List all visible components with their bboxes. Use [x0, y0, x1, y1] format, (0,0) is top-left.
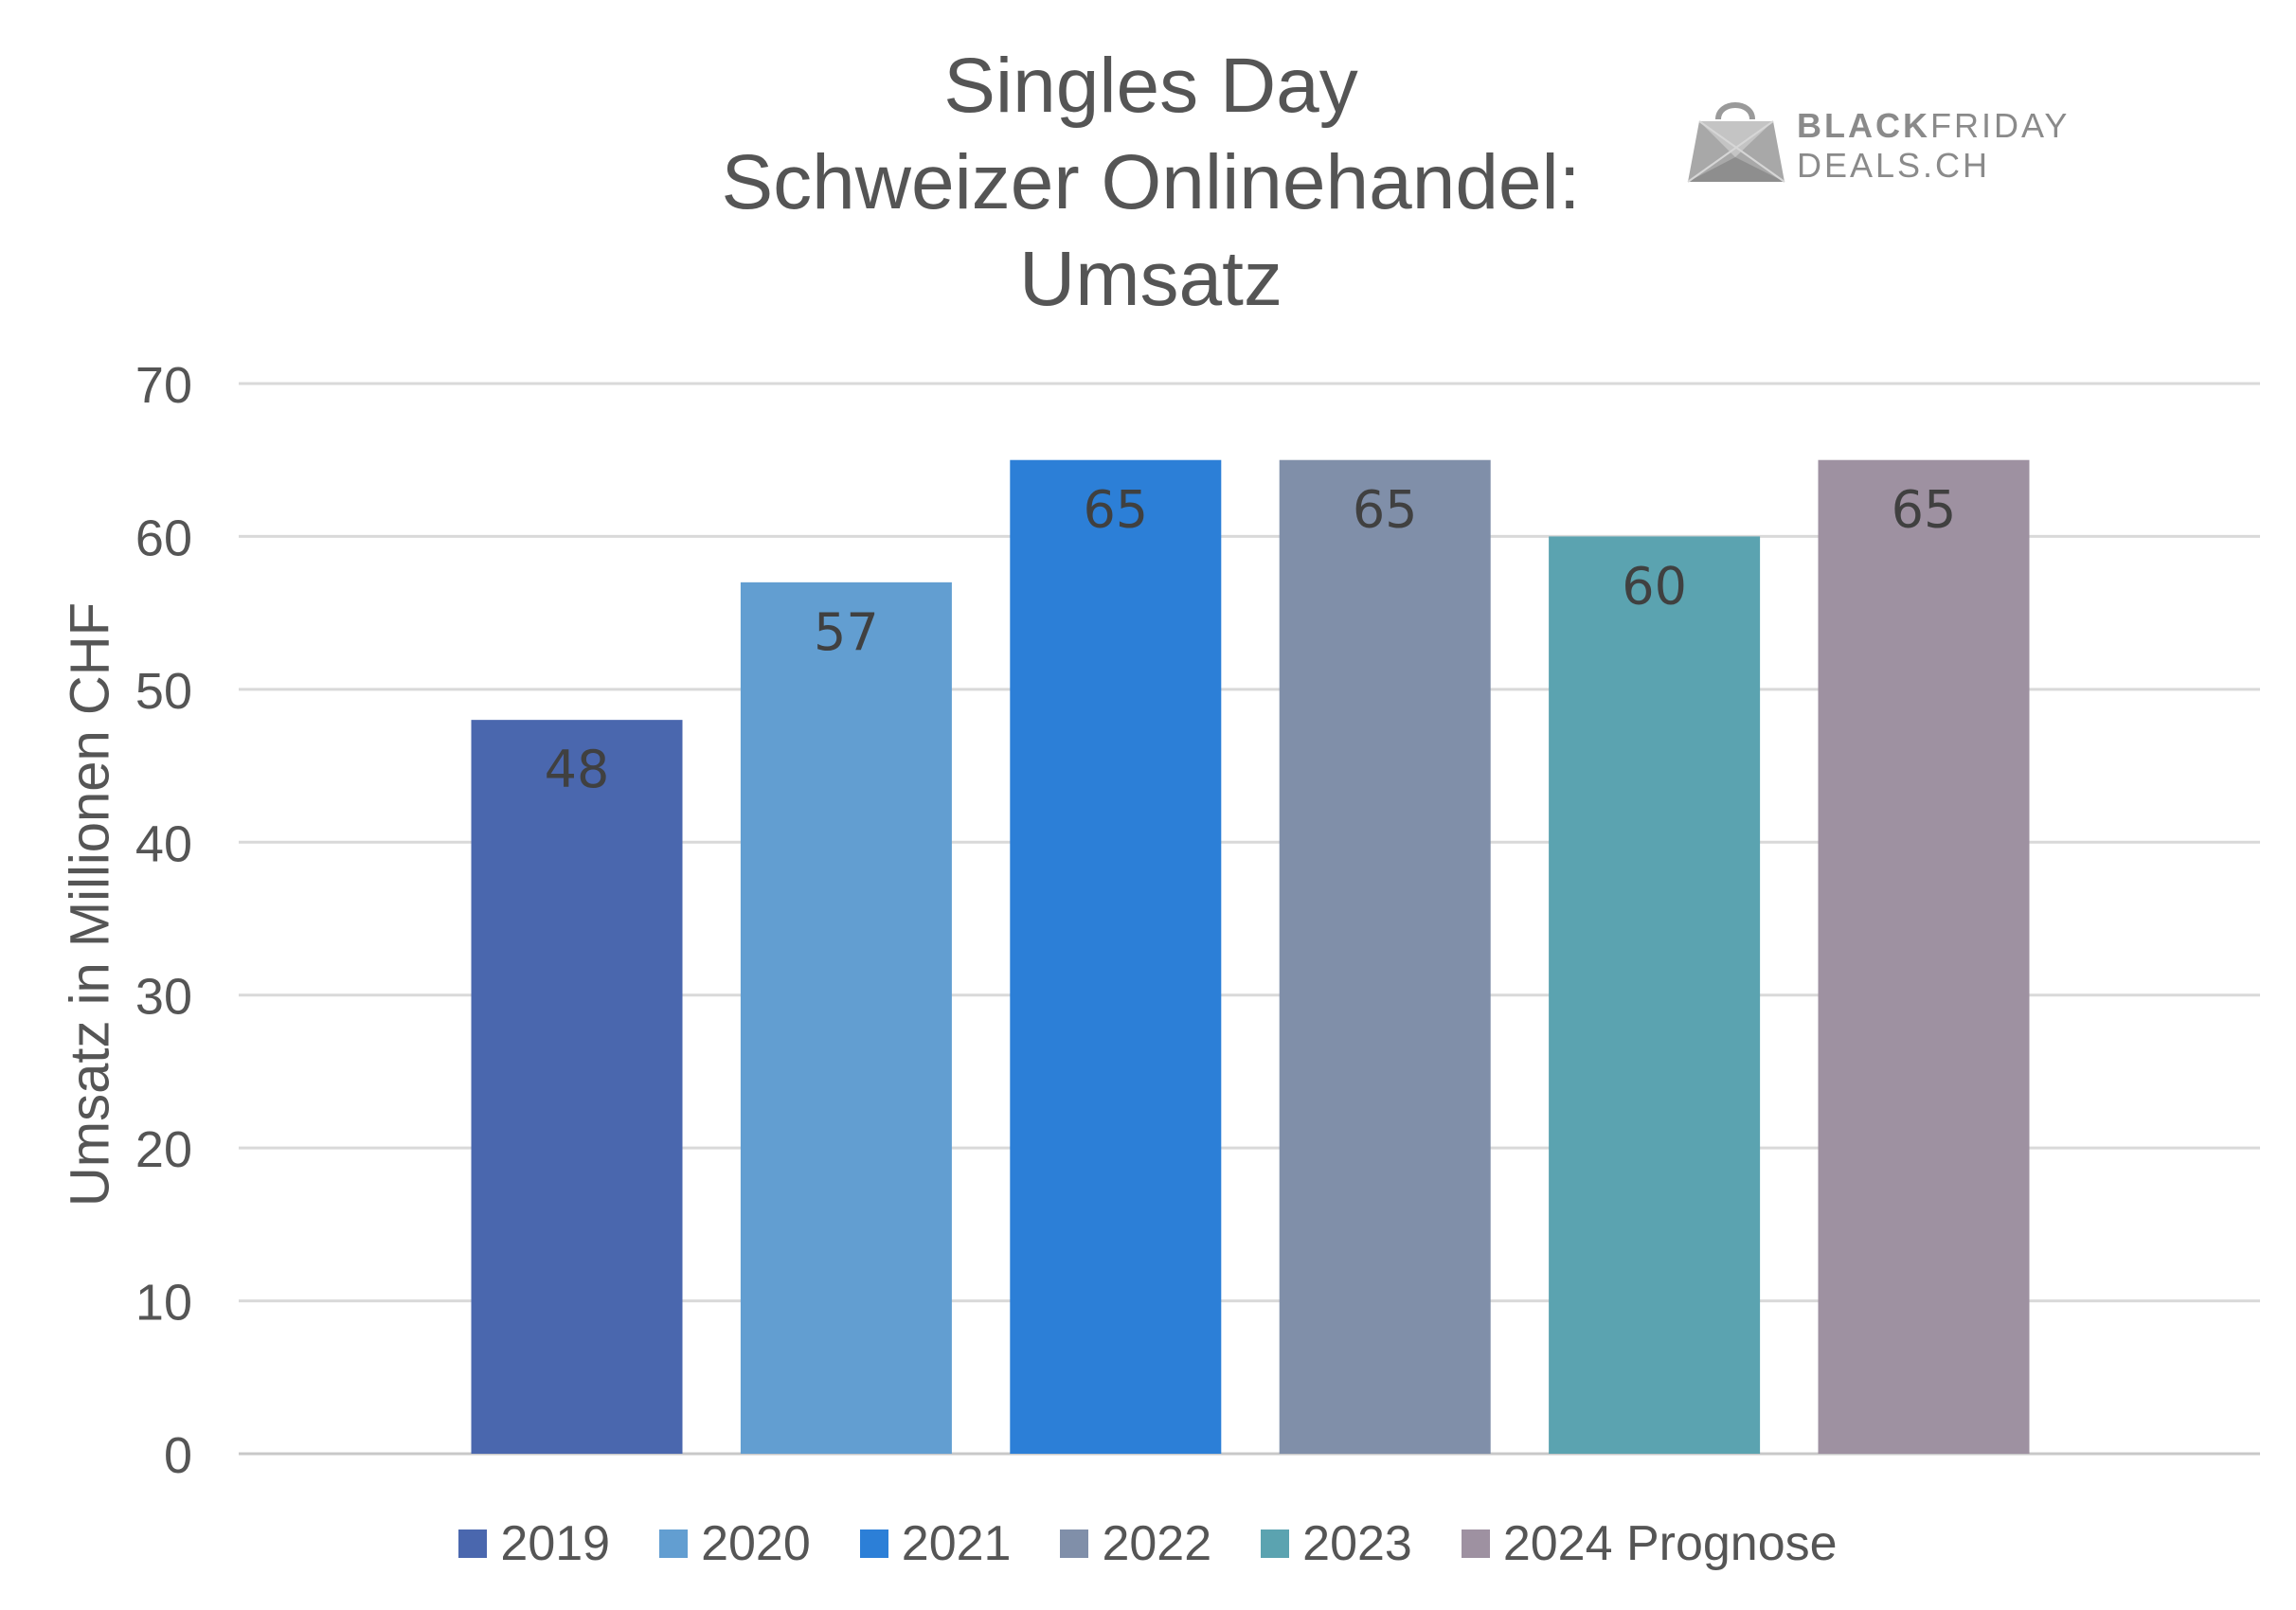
legend-item: 2023: [1261, 1515, 1412, 1572]
y-tick-label: 0: [164, 1427, 192, 1484]
chart-title: Singles Day Schweizer Onlinehandel: Umsa…: [474, 38, 1828, 328]
legend-label: 2019: [500, 1516, 611, 1571]
legend-swatch: [859, 1530, 888, 1558]
legend-label: 2024 Prognose: [1502, 1516, 1838, 1571]
chart-title-line-3: Umsatz: [1019, 236, 1283, 322]
bar: [1010, 459, 1222, 1454]
data-label: 57: [814, 602, 879, 662]
bar: [1279, 459, 1491, 1454]
chart-title-line-1: Singles Day: [943, 43, 1358, 129]
y-tick-label: 20: [135, 1121, 192, 1178]
bar: [471, 720, 683, 1454]
y-tick-label: 70: [135, 357, 192, 414]
y-tick-label: 10: [135, 1275, 192, 1332]
legend-label: 2023: [1302, 1516, 1412, 1571]
legend-label: 2021: [901, 1516, 1012, 1571]
y-tick-label: 40: [135, 815, 192, 872]
blackfridaydeals-logo: BLACKFRIDAY DEALS.CH: [1686, 95, 2084, 189]
legend: 2019 2020 2021 2022 2023 2024 Prognose: [0, 1515, 2296, 1572]
legend-swatch: [1261, 1530, 1290, 1558]
logo-word-black: BLACK: [1797, 106, 1930, 145]
legend-label: 2020: [701, 1516, 811, 1571]
logo-word-deals: DEALS.CH: [1797, 146, 1991, 185]
data-label: 48: [545, 740, 610, 799]
data-label: 60: [1622, 556, 1687, 616]
y-tick-label: 50: [135, 663, 192, 720]
data-label: 65: [1892, 480, 1957, 540]
bar: [740, 581, 952, 1454]
legend-swatch: [1060, 1530, 1089, 1558]
logo-text: BLACKFRIDAY DEALS.CH: [1797, 106, 2070, 186]
legend-label: 2022: [1102, 1516, 1212, 1571]
logo-word-friday: FRIDAY: [1929, 106, 2071, 145]
chart-title-line-2: Schweizer Onlinehandel:: [721, 139, 1581, 225]
legend-swatch: [659, 1530, 689, 1558]
legend-item: 2020: [659, 1515, 811, 1572]
y-tick-label: 30: [135, 969, 192, 1026]
data-label: 65: [1353, 480, 1418, 540]
legend-swatch: [458, 1530, 488, 1558]
shopping-bag-icon: [1687, 102, 1785, 183]
y-tick-label: 60: [135, 510, 192, 566]
bar: [1549, 536, 1761, 1454]
legend-item: 2024 Prognose: [1461, 1515, 1838, 1572]
legend-swatch: [1461, 1530, 1490, 1558]
bar: [1818, 459, 2030, 1454]
legend-item: 2022: [1060, 1515, 1211, 1572]
legend-item: 2019: [458, 1515, 610, 1572]
legend-item: 2021: [859, 1515, 1012, 1572]
data-label: 65: [1083, 480, 1148, 540]
